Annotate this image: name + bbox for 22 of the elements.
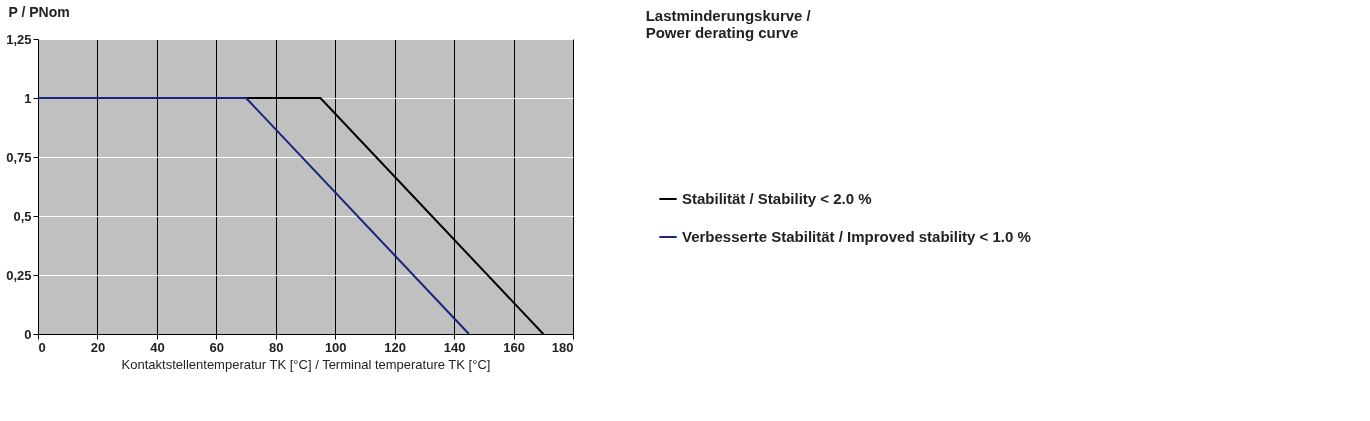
- y-tick-label: 0,25: [6, 267, 32, 283]
- text: Power derating curve: [645, 24, 799, 41]
- y-tick-label: 0,75: [6, 149, 32, 165]
- legend-label: Stabilität / Stability < 2.0 %: [682, 190, 872, 207]
- x-axis-title: Kontaktstellentemperatur TK [°C] / Terminal temperature TK [°C]: [121, 356, 491, 372]
- x-tick-label: 120: [384, 339, 407, 355]
- y-tick-label: 0,5: [13, 208, 32, 224]
- x-tick-label: 80: [269, 339, 284, 355]
- x-tick-label: 180: [551, 339, 574, 355]
- x-tick-label: 40: [150, 339, 165, 355]
- y-axis-title: P / PNom: [8, 3, 70, 20]
- text: Lastminderungskurve /: [645, 7, 811, 24]
- x-tick-label: 60: [209, 339, 225, 355]
- legend-label: Verbesserte Stabilität / Improved stability < 1.0 %: [682, 228, 1031, 245]
- y-tick-label: 1,25: [6, 31, 32, 47]
- x-tick-label: 20: [90, 339, 106, 355]
- x-tick-label: 160: [503, 339, 525, 355]
- x-tick-label: 140: [443, 339, 466, 355]
- y-tick-label: 1: [24, 90, 32, 106]
- y-tick-label: 0: [24, 326, 32, 342]
- x-tick-label: 100: [324, 339, 347, 355]
- x-tick-label: 0: [38, 339, 46, 355]
